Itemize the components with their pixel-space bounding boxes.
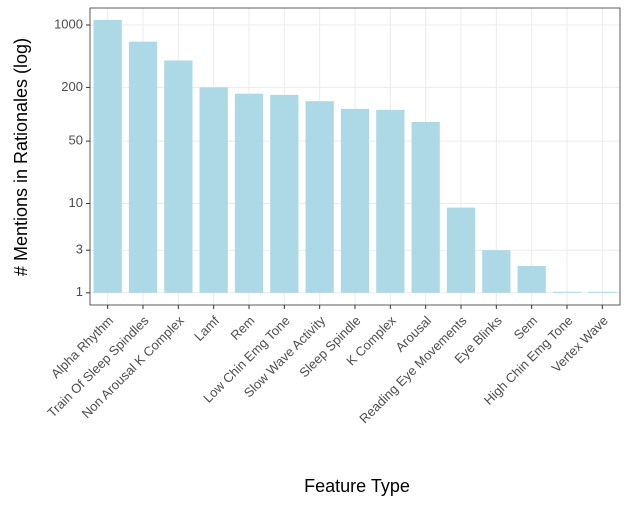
x-tick-label: Sem bbox=[511, 313, 541, 343]
bar bbox=[199, 87, 228, 293]
bar bbox=[446, 207, 476, 293]
y-tick-label: 3 bbox=[76, 242, 83, 257]
y-axis-title: # Mentions in Rationales (log) bbox=[11, 38, 31, 276]
x-tick-label: Lamf bbox=[191, 313, 222, 344]
y-tick-label: 1 bbox=[76, 284, 83, 299]
panel-border bbox=[89, 7, 621, 306]
bar bbox=[376, 109, 405, 293]
x-tick-label: Rem bbox=[228, 313, 258, 343]
bar bbox=[482, 250, 511, 293]
bar bbox=[164, 60, 193, 293]
bar bbox=[552, 291, 582, 293]
bar bbox=[93, 19, 122, 293]
bar bbox=[411, 121, 440, 293]
y-tick-label: 200 bbox=[61, 79, 83, 94]
bar bbox=[305, 101, 334, 293]
y-tick-label: 10 bbox=[69, 195, 83, 210]
x-axis-title: Feature Type bbox=[304, 476, 410, 496]
bar bbox=[588, 291, 617, 293]
bar bbox=[128, 41, 158, 293]
bar bbox=[517, 265, 546, 293]
y-tick-label: 50 bbox=[69, 133, 83, 148]
y-tick-label: 1000 bbox=[54, 16, 83, 31]
bar bbox=[270, 94, 299, 293]
bar bbox=[234, 93, 264, 293]
bar bbox=[340, 108, 370, 293]
